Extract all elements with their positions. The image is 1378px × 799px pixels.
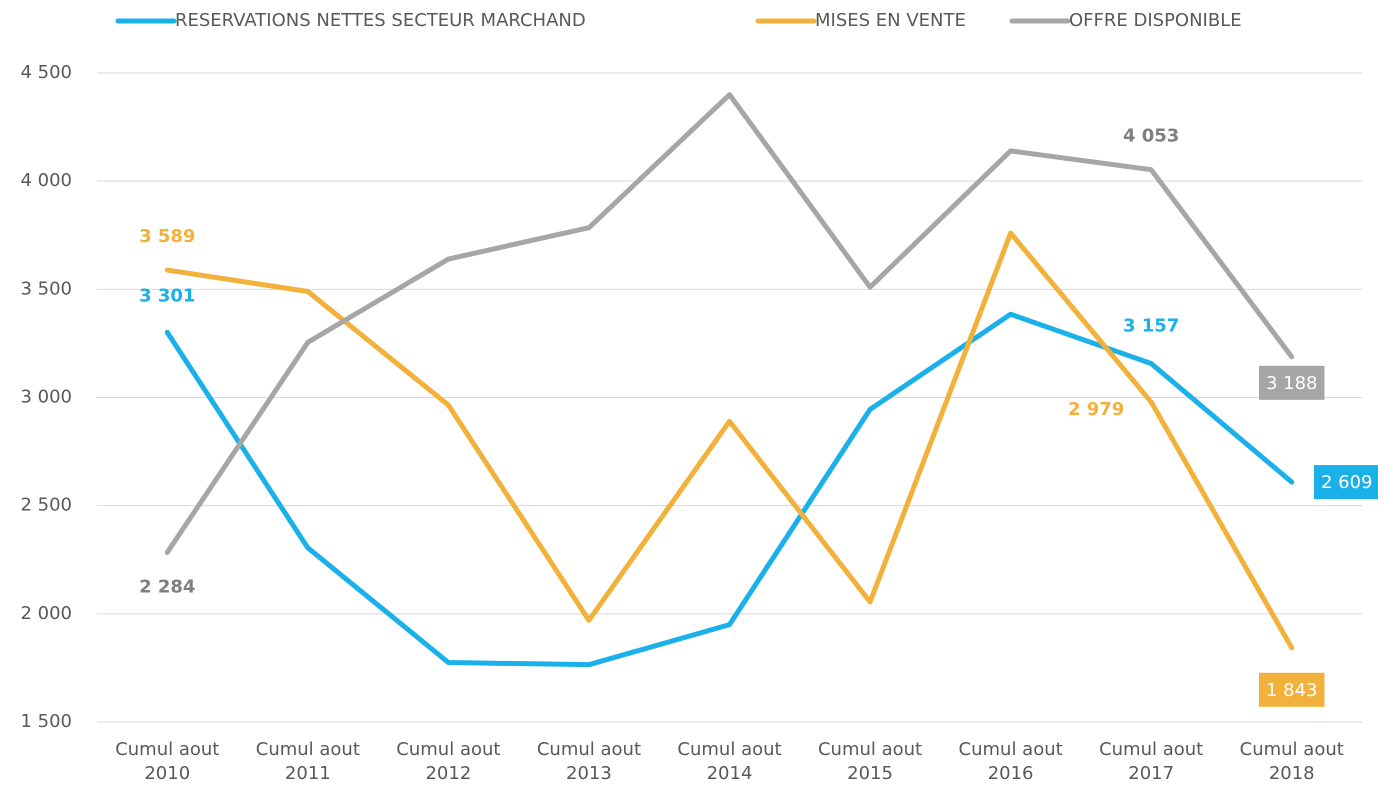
y-tick-label: 2 500 xyxy=(20,495,72,516)
x-tick-label: Cumul aout 2018 xyxy=(1239,739,1344,784)
value-label: 3 301 xyxy=(139,285,195,306)
x-tick-label: Cumul aout 2014 xyxy=(677,739,782,784)
legend-item: MISES EN VENTE xyxy=(755,10,966,31)
value-label-text: 1 843 xyxy=(1266,680,1318,701)
value-label-box xyxy=(1313,465,1378,500)
value-label: 2 284 xyxy=(139,576,195,597)
x-tick-label: Cumul aout 2010 xyxy=(115,739,220,784)
x-tick-label: Cumul aout 2016 xyxy=(958,739,1063,784)
series-line xyxy=(164,92,1295,555)
value-label-box xyxy=(1258,365,1325,400)
x-tick-label: Cumul aout 2015 xyxy=(817,739,923,784)
value-label: 3 188 xyxy=(1258,365,1325,400)
value-label: 2 979 xyxy=(1068,399,1124,420)
value-label: 3 589 xyxy=(139,226,195,247)
x-tick-label: Cumul aout 2012 xyxy=(396,739,501,784)
x-tick-label: Cumul aout 2013 xyxy=(536,739,642,784)
x-tick-label: Cumul aout 2011 xyxy=(255,739,360,784)
legend-label: RESERVATIONS NETTES SECTEUR MARCHAND xyxy=(175,10,586,31)
y-tick-label: 2 000 xyxy=(20,603,72,624)
value-label: 2 609 xyxy=(1313,465,1378,500)
y-tick-label: 3 000 xyxy=(20,387,72,408)
value-label-box xyxy=(1258,672,1325,707)
value-label: 3 157 xyxy=(1123,316,1179,337)
legend-label: MISES EN VENTE xyxy=(815,10,966,31)
y-tick-label: 3 500 xyxy=(20,278,72,299)
value-label: 1 843 xyxy=(1258,672,1325,707)
x-tick-label: Cumul aout 2017 xyxy=(1099,739,1204,784)
y-tick-label: 4 000 xyxy=(20,170,72,191)
legend-label: OFFRE DISPONIBLE xyxy=(1069,10,1242,31)
y-tick-label: 1 500 xyxy=(20,711,72,732)
legend-item: OFFRE DISPONIBLE xyxy=(1009,10,1242,31)
legend-item: RESERVATIONS NETTES SECTEUR MARCHAND xyxy=(115,10,586,31)
series-line xyxy=(164,230,1295,651)
value-label-text: 2 609 xyxy=(1321,472,1373,493)
y-tick-label: 4 500 xyxy=(20,62,72,83)
value-label-text: 3 188 xyxy=(1266,373,1318,394)
value-label: 4 053 xyxy=(1123,126,1179,147)
